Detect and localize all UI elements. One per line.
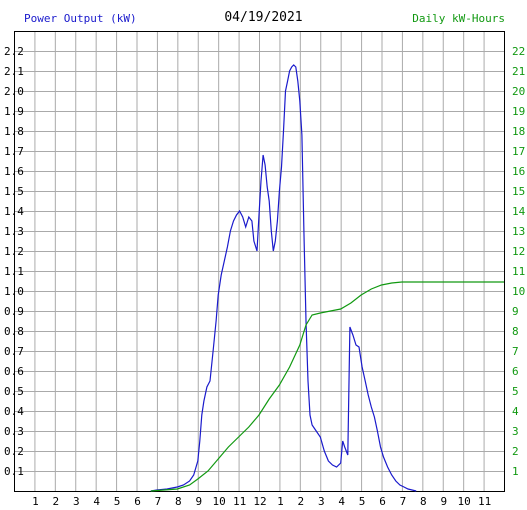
x-tick-label: 9 <box>195 495 202 508</box>
x-tick-label: 6 <box>134 495 141 508</box>
right-tick-label: 6 <box>512 365 519 378</box>
left-tick-label: 1.3 <box>4 225 24 238</box>
right-tick-label: 20 <box>512 85 525 98</box>
left-tick-label: 1.2 <box>4 245 24 258</box>
x-tick-label: 4 <box>93 495 100 508</box>
x-tick-label: 10 <box>458 495 471 508</box>
left-tick-label: 1.0 <box>4 285 24 298</box>
right-tick-label: 14 <box>512 205 526 218</box>
right-tick-label: 18 <box>512 125 525 138</box>
right-tick-label: 15 <box>512 185 525 198</box>
left-tick-label: 1.1 <box>4 265 24 278</box>
left-tick-label: 0.4 <box>4 405 24 418</box>
x-tick-label: 11 <box>478 495 491 508</box>
left-tick-label: 1.6 <box>4 165 24 178</box>
x-tick-label: 12 <box>253 495 266 508</box>
right-tick-label: 12 <box>512 245 525 258</box>
right-tick-label: 13 <box>512 225 525 238</box>
left-tick-label: 2.2 <box>4 45 24 58</box>
right-tick-label: 16 <box>512 165 525 178</box>
right-axis-label: Daily kW-Hours <box>412 12 505 25</box>
series-line-energy <box>150 281 504 492</box>
x-tick-label: 8 <box>175 495 182 508</box>
left-tick-label: 0.6 <box>4 365 24 378</box>
x-tick-label: 5 <box>359 495 366 508</box>
x-axis-ticks: 1 2 3 4 5 6 7 8 9 10 11 12 1 2 3 4 5 6 7 8 9 10 11 <box>32 495 491 508</box>
plot-frame <box>14 31 505 492</box>
left-tick-label: 0.7 <box>4 345 24 358</box>
x-tick-label: 3 <box>73 495 80 508</box>
left-axis-ticks: 0.1 0.2 0.3 0.4 0.5 0.6 0.7 0.8 0.9 1.0 1.1 1.2 1.3 1… <box>4 45 24 478</box>
x-tick-label: 4 <box>338 495 345 508</box>
right-tick-label: 19 <box>512 105 525 118</box>
x-tick-label: 5 <box>114 495 121 508</box>
right-tick-label: 2 <box>512 445 519 458</box>
series-line-power <box>150 64 417 492</box>
series-lines <box>150 64 504 492</box>
left-tick-label: 0.1 <box>4 465 24 478</box>
left-tick-label: 0.3 <box>4 425 24 438</box>
x-tick-label: 6 <box>379 495 386 508</box>
x-tick-label: 7 <box>155 495 162 508</box>
x-tick-label: 1 <box>277 495 284 508</box>
x-tick-label: 8 <box>420 495 427 508</box>
x-tick-label: 2 <box>53 495 60 508</box>
left-tick-label: 0.8 <box>4 325 24 338</box>
left-tick-label: 2.0 <box>4 85 24 98</box>
left-tick-label: 1.7 <box>4 145 24 158</box>
left-axis-label: Power Output (kW) <box>24 12 137 25</box>
chart-grid <box>14 31 504 491</box>
left-tick-label: 2.1 <box>4 65 24 78</box>
x-tick-label: 7 <box>400 495 407 508</box>
right-tick-label: 21 <box>512 65 525 78</box>
chart-title: 04/19/2021 <box>224 10 303 25</box>
right-tick-label: 22 <box>512 45 525 58</box>
x-tick-label: 9 <box>440 495 447 508</box>
right-tick-label: 8 <box>512 325 519 338</box>
plot-border <box>14 31 505 492</box>
right-tick-label: 10 <box>512 285 525 298</box>
left-tick-label: 0.9 <box>4 305 24 318</box>
left-tick-label: 1.4 <box>4 205 24 218</box>
right-tick-label: 17 <box>512 145 525 158</box>
left-tick-label: 0.5 <box>4 385 24 398</box>
x-tick-label: 10 <box>213 495 226 508</box>
right-tick-label: 3 <box>512 425 519 438</box>
right-tick-label: 11 <box>512 265 525 278</box>
left-tick-label: 1.8 <box>4 125 24 138</box>
left-tick-label: 0.2 <box>4 445 24 458</box>
x-tick-label: 2 <box>298 495 305 508</box>
left-tick-label: 1.9 <box>4 105 24 118</box>
x-tick-label: 1 <box>32 495 39 508</box>
right-tick-label: 7 <box>512 345 519 358</box>
right-tick-label: 9 <box>512 305 519 318</box>
right-tick-label: 4 <box>512 405 519 418</box>
right-tick-label: 1 <box>512 465 519 478</box>
left-tick-label: 1.5 <box>4 185 24 198</box>
right-tick-label: 5 <box>512 385 519 398</box>
x-tick-label: 11 <box>233 495 246 508</box>
x-tick-label: 3 <box>318 495 325 508</box>
